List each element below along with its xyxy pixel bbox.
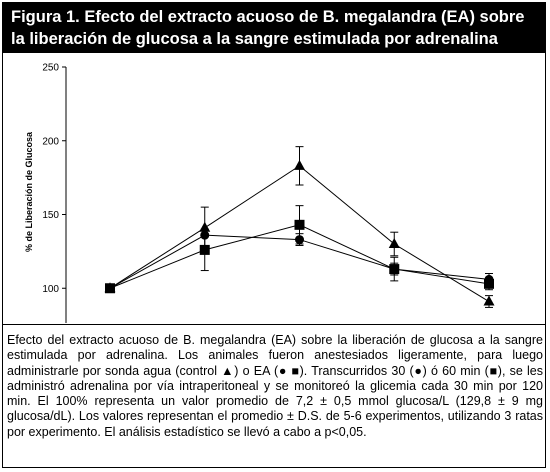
series-layer bbox=[104, 146, 495, 308]
figure-title-line-2: la liberación de glucosa a la sangre est… bbox=[11, 30, 498, 48]
y-tick-label: 100 bbox=[42, 284, 59, 295]
circle-series bbox=[105, 230, 494, 293]
square-marker bbox=[199, 244, 210, 255]
figure-caption: Efecto del extracto acuoso de B. megalan… bbox=[7, 333, 543, 439]
square-series bbox=[105, 205, 494, 294]
figure-title: Figura 1. Efecto del extracto acuoso de … bbox=[3, 3, 545, 53]
triangle-marker bbox=[388, 238, 400, 248]
figure-title-line-1: Figura 1. Efecto del extracto acuoso de … bbox=[11, 8, 525, 26]
glucose-line-chart: 50100150200250 % de Liberación de Glucos… bbox=[3, 63, 545, 325]
circle-marker bbox=[389, 264, 399, 274]
y-tick-label: 250 bbox=[42, 63, 59, 74]
y-tick-label: 200 bbox=[42, 136, 59, 147]
square-marker bbox=[294, 219, 305, 230]
circle-marker bbox=[200, 230, 210, 240]
triangle-series bbox=[104, 146, 495, 308]
triangle-marker bbox=[294, 159, 305, 170]
circle-marker bbox=[105, 283, 115, 293]
figure-frame: Figura 1. Efecto del extracto acuoso de … bbox=[2, 2, 546, 468]
circle-marker bbox=[484, 274, 494, 284]
y-tick-label: 150 bbox=[42, 210, 59, 221]
triangle-marker bbox=[483, 295, 495, 306]
circle-marker bbox=[295, 235, 304, 245]
chart-axes: 50100150200250 bbox=[42, 63, 67, 323]
y-axis-label: % de Liberación de Glucosa bbox=[24, 131, 34, 252]
